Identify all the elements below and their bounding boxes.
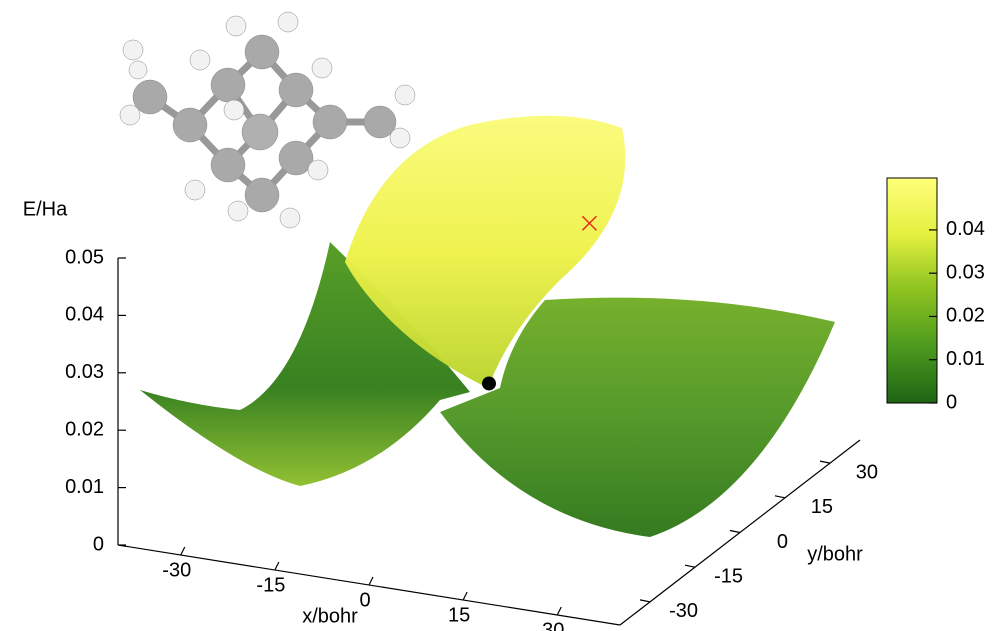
colorbar-tick-label: 0.04 bbox=[946, 218, 985, 240]
z-axis-title: E/Ha bbox=[23, 198, 68, 220]
x-tick-label: 0 bbox=[359, 589, 370, 611]
y-tick-label: 0 bbox=[777, 531, 788, 553]
x-tick-label: -30 bbox=[162, 559, 191, 581]
z-tick-label: 0.05 bbox=[65, 246, 104, 268]
y-tick-label: -15 bbox=[714, 565, 743, 587]
colorbar-tick-label: 0 bbox=[946, 391, 957, 413]
colorbar bbox=[887, 178, 937, 403]
y-tick bbox=[685, 565, 695, 567]
molecule-atoms bbox=[120, 12, 415, 228]
z-tick-label: 0 bbox=[93, 533, 104, 555]
x-tick bbox=[557, 607, 561, 615]
y-tick bbox=[640, 600, 650, 602]
z-tick-label: 0.03 bbox=[65, 361, 104, 383]
z-tick-label: 0.02 bbox=[65, 418, 104, 440]
x-tick bbox=[181, 547, 185, 555]
y-tick-label: 30 bbox=[856, 461, 878, 483]
y-tick bbox=[730, 531, 740, 533]
x-tick-label: 15 bbox=[448, 604, 470, 626]
x-tick bbox=[275, 562, 279, 570]
x-axis-title: x/bohr bbox=[302, 605, 358, 627]
point bbox=[482, 376, 496, 390]
y-tick-label: 15 bbox=[811, 496, 833, 518]
x-tick-label: 30 bbox=[542, 619, 564, 631]
x-tick-label: -15 bbox=[256, 574, 285, 596]
colorbar-tick-label: 0.01 bbox=[946, 348, 985, 370]
colorbar-tick-label: 0.02 bbox=[946, 305, 985, 327]
x-tick bbox=[463, 592, 467, 600]
y-axis-title: y/bohr bbox=[807, 543, 863, 565]
colorbar-tick-label: 0.03 bbox=[946, 261, 985, 283]
y-tick bbox=[820, 461, 830, 463]
y-tick-label: -30 bbox=[669, 600, 698, 622]
z-tick-label: 0.04 bbox=[65, 304, 104, 326]
y-tick bbox=[775, 496, 785, 498]
chart: -30 -15 0 15 30 -30 -15 0 15 30 0 0.01 0.02 0.03 0.04 0… bbox=[0, 0, 992, 631]
z-tick-label: 0.01 bbox=[65, 476, 104, 498]
x-tick bbox=[369, 577, 373, 585]
